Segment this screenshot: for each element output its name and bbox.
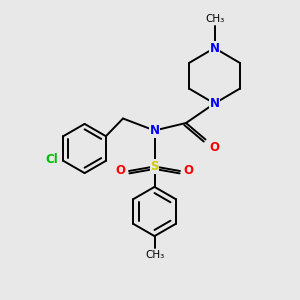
Text: Cl: Cl	[45, 153, 58, 166]
Text: S: S	[150, 160, 159, 173]
Text: CH₃: CH₃	[145, 250, 164, 260]
Text: O: O	[116, 164, 125, 178]
Text: O: O	[209, 141, 219, 154]
Text: N: N	[149, 124, 160, 137]
Text: O: O	[184, 164, 194, 178]
Text: CH₃: CH₃	[205, 14, 224, 24]
Text: N: N	[209, 97, 220, 110]
Text: N: N	[209, 41, 220, 55]
